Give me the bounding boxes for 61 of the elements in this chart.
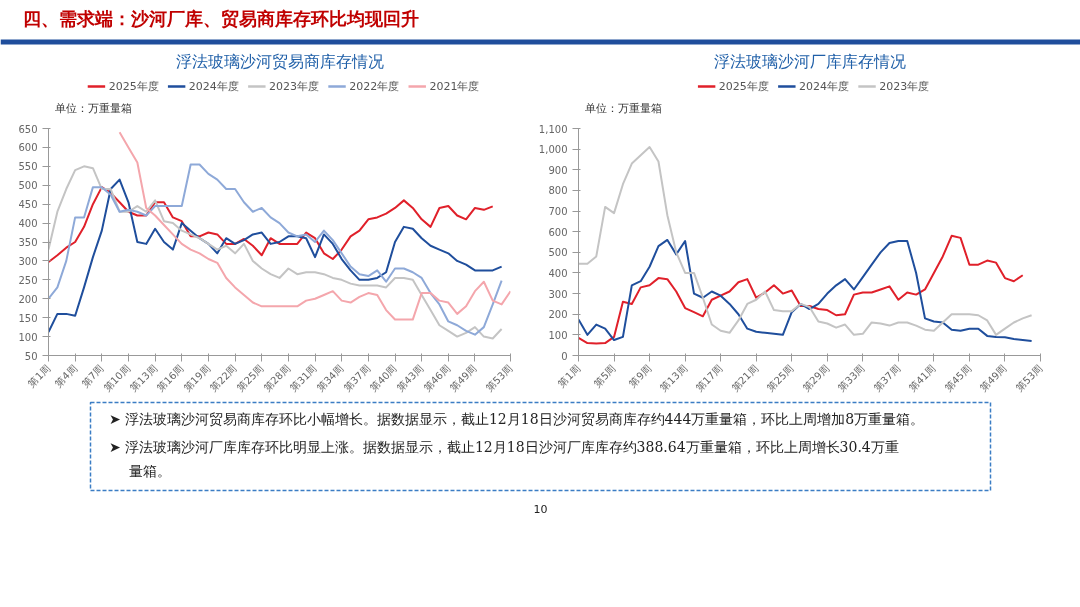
y-tick-label: 100 (548, 329, 568, 341)
y-axis-title: 单位：万重量箱 (585, 101, 663, 115)
line-series (578, 146, 1033, 336)
text: 10 (533, 502, 548, 516)
legend-label: 2025年度 (108, 80, 159, 93)
legend-label: 2021年度 (429, 80, 480, 93)
legend-label: 2025年度 (718, 80, 769, 93)
y-tick-label: 550 (18, 161, 38, 173)
x-tick-label: 第5周 (591, 362, 618, 390)
y-tick-label: 500 (18, 180, 38, 192)
y-tick-label: 450 (18, 199, 38, 211)
y-tick-label: 600 (18, 142, 38, 154)
x-tick-label: 第25周 (764, 362, 796, 394)
y-tick-label: 400 (18, 218, 38, 230)
text: 四、需求端：沙河厂库、贸易商库存环比均现回升 (22, 7, 419, 29)
legend-label: 2023年度 (879, 80, 930, 93)
legend-label: 2024年度 (799, 80, 850, 93)
y-tick-label: 650 (18, 123, 38, 135)
x-tick-label: 第21周 (729, 362, 761, 394)
x-tick-label: 第9周 (627, 362, 654, 390)
x-tick-label: 第29周 (800, 362, 832, 394)
line-series (48, 186, 494, 264)
y-tick-label: 1,100 (538, 123, 568, 135)
y-axis-title: 单位：万重量箱 (55, 101, 133, 115)
x-tick-label: 第37周 (871, 362, 903, 394)
y-tick-label: 700 (548, 206, 568, 218)
y-tick-label: 250 (18, 274, 38, 286)
legend-label: 2022年度 (349, 80, 400, 93)
y-tick-label: 50 (24, 350, 38, 362)
y-tick-label: 100 (18, 331, 38, 343)
x-tick-label: 第41周 (906, 362, 938, 394)
y-tick-label: 200 (18, 293, 38, 305)
x-tick-label: 第4周 (52, 362, 80, 390)
y-tick-label: 0 (561, 350, 568, 362)
legend-label: 2024年度 (188, 80, 239, 93)
chart-title: 浮法玻璃沙河厂库库存情况 (713, 51, 906, 71)
y-tick-label: 800 (548, 185, 568, 197)
x-tick-label: 第53周 (1013, 362, 1045, 394)
y-tick-label: 500 (548, 247, 568, 259)
y-tick-label: 1,000 (538, 144, 568, 156)
y-tick-label: 900 (548, 164, 568, 176)
chart-title: 浮法玻璃沙河贸易商库存情况 (175, 51, 384, 71)
x-tick-label: 第1周 (25, 362, 53, 390)
x-tick-label: 第17周 (693, 362, 725, 394)
y-tick-label: 600 (548, 226, 568, 238)
y-tick-label: 350 (18, 237, 38, 248)
x-tick-label: 第1周 (555, 362, 583, 390)
y-tick-label: 400 (548, 267, 568, 279)
y-tick-label: 300 (548, 288, 568, 300)
legend-label: 2023年度 (269, 80, 320, 93)
x-tick-label: 第13周 (658, 362, 690, 394)
text: ➤ 浮法玻璃沙河贸易商库存环比小幅增长。据数据显示，截止12月18日沙河贸易商库存约444万重量箱，环比上周增加8万重量箱。 (108, 410, 925, 427)
y-tick-label: 150 (18, 312, 38, 324)
x-tick-label: 第49周 (977, 362, 1009, 394)
line-series (118, 131, 511, 321)
x-tick-label: 第53周 (483, 362, 515, 394)
text: ➤ 浮法玻璃沙河厂库库存环比明显上涨。据数据显示，截止12月18日沙河厂库库存约388.64万重量箱，环比上周增长30.4万重量箱。 (108, 438, 899, 479)
y-tick-label: 300 (18, 255, 38, 267)
x-tick-label: 第33周 (835, 362, 867, 394)
x-tick-label: 第45周 (942, 362, 974, 394)
y-tick-label: 200 (548, 309, 568, 321)
